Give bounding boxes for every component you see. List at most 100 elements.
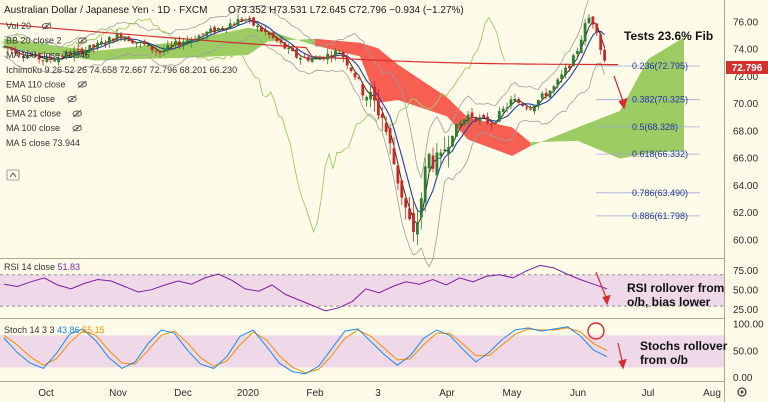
collapse-legend-icon[interactable] [6,169,20,181]
time-tick-label: May [503,388,522,399]
candle [115,29,119,43]
fib-label: 0.382(70.325) [632,95,688,105]
candle [396,165,400,191]
rsi-title: RSI 14 close 51.83 [4,262,80,272]
fib-levels: 0.236(72.795) 0.382(70.325) 0.5(68.328) 0.6… [596,61,700,221]
candle [544,88,548,100]
time-tick-label: Feb [306,388,324,399]
candle [373,81,376,112]
candles [2,14,606,246]
candle [88,44,92,54]
candle [591,15,595,29]
visibility-eye-icon[interactable] [41,22,52,30]
candle [470,107,474,122]
cloud-segment [447,97,468,140]
candle [466,110,470,126]
candle [57,54,60,66]
candle [447,135,450,168]
time-tick-label: 2020 [237,388,260,399]
candle [162,45,166,56]
legend-item[interactable]: BB 20 close 2 [6,36,62,46]
stoch-down-arrow-icon [617,342,627,370]
cloud-segment [620,59,648,159]
candle [100,36,103,46]
candle [330,50,333,63]
visibility-eye-icon[interactable] [77,36,87,45]
visibility-eye-icon[interactable] [67,95,77,103]
candle [14,46,18,56]
candle [10,46,14,55]
visibility-eye-icon[interactable] [72,124,82,133]
fib-label: 0.786(63.490) [632,188,688,198]
price-tick-label: 74.00 [733,45,758,56]
legend-item[interactable]: Vol 20 [6,21,31,31]
candle [80,46,84,56]
cloud-segment [578,110,620,159]
candle [599,32,603,55]
cloud-segment [378,48,398,103]
candle [224,28,228,34]
candle [271,31,275,40]
price-tick-label: 60.00 [733,235,758,246]
settings-gear-icon[interactable] [737,387,747,397]
legend-item[interactable]: MA 100 close [6,123,60,133]
price-tick-label: 68.00 [733,126,758,137]
candle [275,36,279,44]
candle [236,14,240,27]
legend-item[interactable]: Ichimoku 9 26 52 26 74.658 72.667 72.796… [6,65,237,75]
candle [548,90,552,99]
legend-item[interactable]: MA 200 close 72.946 [6,50,90,60]
candle [189,37,193,48]
stoch-title: Stoch 14 3 3 43.86 55.15 [4,325,105,335]
candle [244,18,248,24]
candle [193,35,197,41]
candle [556,77,560,89]
candle [2,45,6,49]
candle [427,152,431,176]
candle [568,65,571,72]
legend-item[interactable]: MA 50 close [6,94,55,104]
candle [53,57,57,63]
candle [135,42,138,48]
candle [127,35,131,42]
cloud-segment [95,41,183,61]
price-tick-label: 66.00 [733,154,758,165]
candle [131,38,135,44]
candle [412,198,415,242]
legend-item[interactable]: EMA 110 close [6,79,65,89]
visibility-eye-icon[interactable] [77,80,87,89]
candle [314,55,318,59]
time-tick-label: 3 [375,388,381,399]
rsi-band [0,274,724,307]
candle [232,21,236,25]
candle [318,55,322,60]
candle [61,53,64,60]
candle [384,116,388,136]
candle [302,53,306,58]
legend-item[interactable]: EMA 21 close [6,109,61,119]
time-tick-label: Jun [570,388,586,399]
candle [170,41,174,51]
cloud-segment [315,38,360,57]
candle [248,15,252,24]
fib-label: 0.618(66.332) [632,149,688,159]
stoch-annotation-line-2: from o/b [640,353,688,367]
candle [150,45,154,54]
candle [572,53,575,67]
legend-item[interactable]: MA 5 close 73.944 [6,138,80,148]
stoch-band [0,335,724,368]
candle [419,192,423,230]
visibility-eye-icon[interactable] [72,109,82,118]
candle [423,157,427,212]
ma200-line [0,23,618,66]
candle [197,33,201,42]
indicator-lines [0,0,618,268]
stoch-k-line [3,326,608,375]
candle [154,47,158,57]
candle [603,45,606,63]
candle [146,43,150,47]
candle [517,97,521,104]
cloud-segment [183,27,248,58]
fib-label: 0.886(61.798) [632,211,688,221]
rsi-annotation-line-1: RSI rollover from [627,281,724,295]
